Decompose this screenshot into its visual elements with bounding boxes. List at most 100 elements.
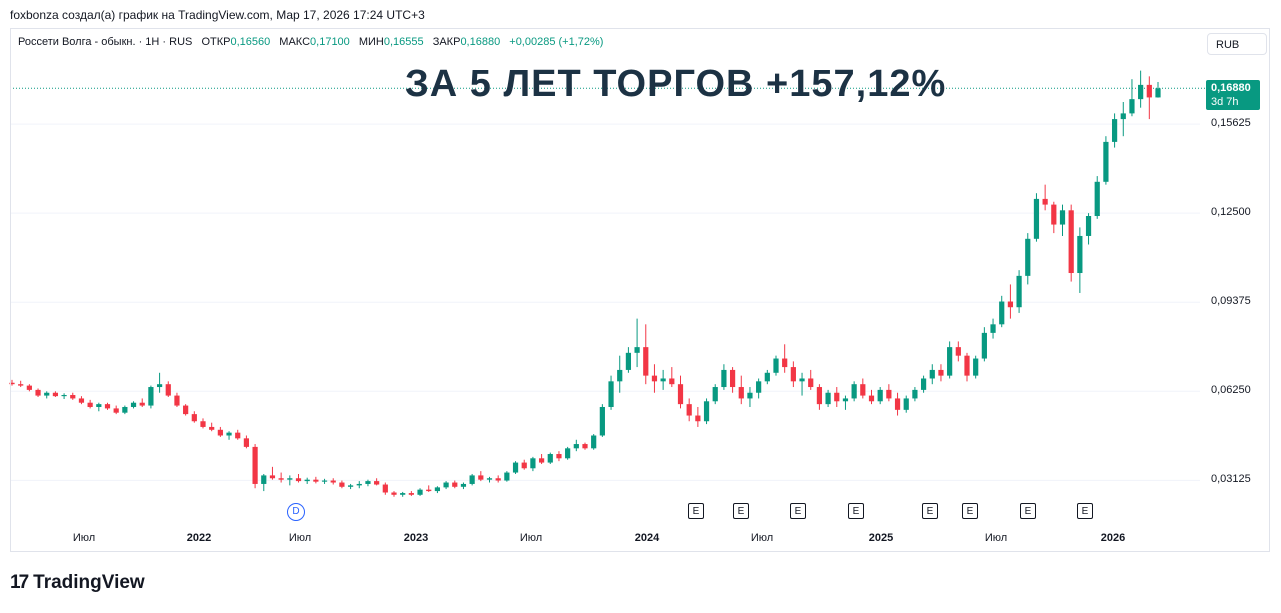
candle[interactable] [70,392,76,400]
candle[interactable] [1042,184,1048,211]
candle[interactable] [1059,204,1066,236]
candle[interactable] [955,341,961,362]
candle[interactable] [729,367,736,393]
candle[interactable] [695,406,701,427]
candle[interactable] [113,405,119,415]
candle[interactable] [417,488,423,496]
candle[interactable] [1138,70,1144,108]
candle[interactable] [443,481,449,490]
candle[interactable] [183,404,189,416]
candle[interactable] [44,391,50,399]
candle[interactable] [660,369,666,390]
candle[interactable] [261,473,267,492]
earnings-marker[interactable]: E [688,503,704,519]
candle[interactable] [278,472,284,483]
candle[interactable] [825,389,831,407]
candle[interactable] [486,476,493,483]
candle[interactable] [122,405,128,415]
candle[interactable] [834,387,840,407]
candle[interactable] [382,482,388,495]
candle[interactable] [365,479,371,487]
candle[interactable] [321,478,328,484]
candle[interactable] [999,295,1005,328]
candle[interactable] [469,473,475,486]
candle[interactable] [35,388,41,398]
candle[interactable] [460,482,467,490]
candle[interactable] [1051,201,1057,234]
candle[interactable] [703,398,710,425]
candle[interactable] [669,367,675,388]
candle[interactable] [868,389,875,405]
symbol-label[interactable]: Россети Волга - обыкн. · 1Н · RUS [18,36,193,48]
candle[interactable] [617,355,623,393]
candle[interactable] [851,381,857,402]
candle[interactable] [243,435,250,449]
candle[interactable] [608,375,614,410]
candle[interactable] [174,392,180,407]
candle[interactable] [330,478,336,485]
candle[interactable] [599,404,605,437]
dividend-marker[interactable]: D [287,503,305,521]
candle[interactable] [721,364,727,390]
tradingview-logo[interactable]: 17 TradingView [10,572,145,594]
candle[interactable] [981,327,987,362]
candle[interactable] [408,491,414,496]
candle[interactable] [912,387,918,402]
candle[interactable] [1068,204,1074,282]
candle[interactable] [573,439,579,452]
candle[interactable] [217,426,223,437]
candle[interactable] [269,466,276,480]
candle[interactable] [1077,227,1083,293]
candle[interactable] [929,364,935,385]
candle[interactable] [26,384,32,392]
candle[interactable] [148,385,154,409]
earnings-marker[interactable]: E [962,503,978,519]
earnings-marker[interactable]: E [848,503,864,519]
candle[interactable] [130,401,137,409]
candle[interactable] [964,352,970,382]
earnings-marker[interactable]: E [922,503,938,519]
candle[interactable] [1085,213,1092,245]
candle[interactable] [452,480,458,489]
candle[interactable] [200,418,206,429]
candle[interactable] [1129,79,1135,117]
candle[interactable] [1033,193,1040,242]
candle[interactable] [565,446,571,460]
candle[interactable] [426,485,432,492]
candle[interactable] [643,324,649,385]
candle[interactable] [304,477,310,484]
candle[interactable] [920,375,927,393]
candle[interactable] [808,369,814,390]
candle[interactable] [625,347,632,373]
candle[interactable] [504,471,510,482]
candle[interactable] [339,480,345,489]
candle[interactable] [52,391,59,398]
candle[interactable] [1120,101,1126,137]
candle[interactable] [894,392,901,416]
candle[interactable] [252,444,258,489]
candle[interactable] [521,459,527,470]
candle[interactable] [747,387,753,407]
candle[interactable] [209,422,215,432]
candle[interactable] [738,375,744,405]
candle[interactable] [191,411,197,423]
candle[interactable] [799,372,805,396]
candle[interactable] [165,381,171,398]
candle[interactable] [96,402,102,412]
earnings-marker[interactable]: E [790,503,806,519]
candle[interactable] [764,369,770,385]
candle[interactable] [903,395,909,413]
candle[interactable] [538,454,545,464]
candle[interactable] [816,384,823,410]
candle[interactable] [18,380,24,388]
candle[interactable] [1103,136,1109,185]
candle[interactable] [391,491,397,497]
candle[interactable] [1007,284,1014,319]
candle[interactable] [478,471,484,482]
candle[interactable] [712,384,718,405]
candle[interactable] [287,475,293,486]
candle[interactable] [860,378,866,399]
candle[interactable] [78,396,85,405]
candle[interactable] [356,481,362,489]
